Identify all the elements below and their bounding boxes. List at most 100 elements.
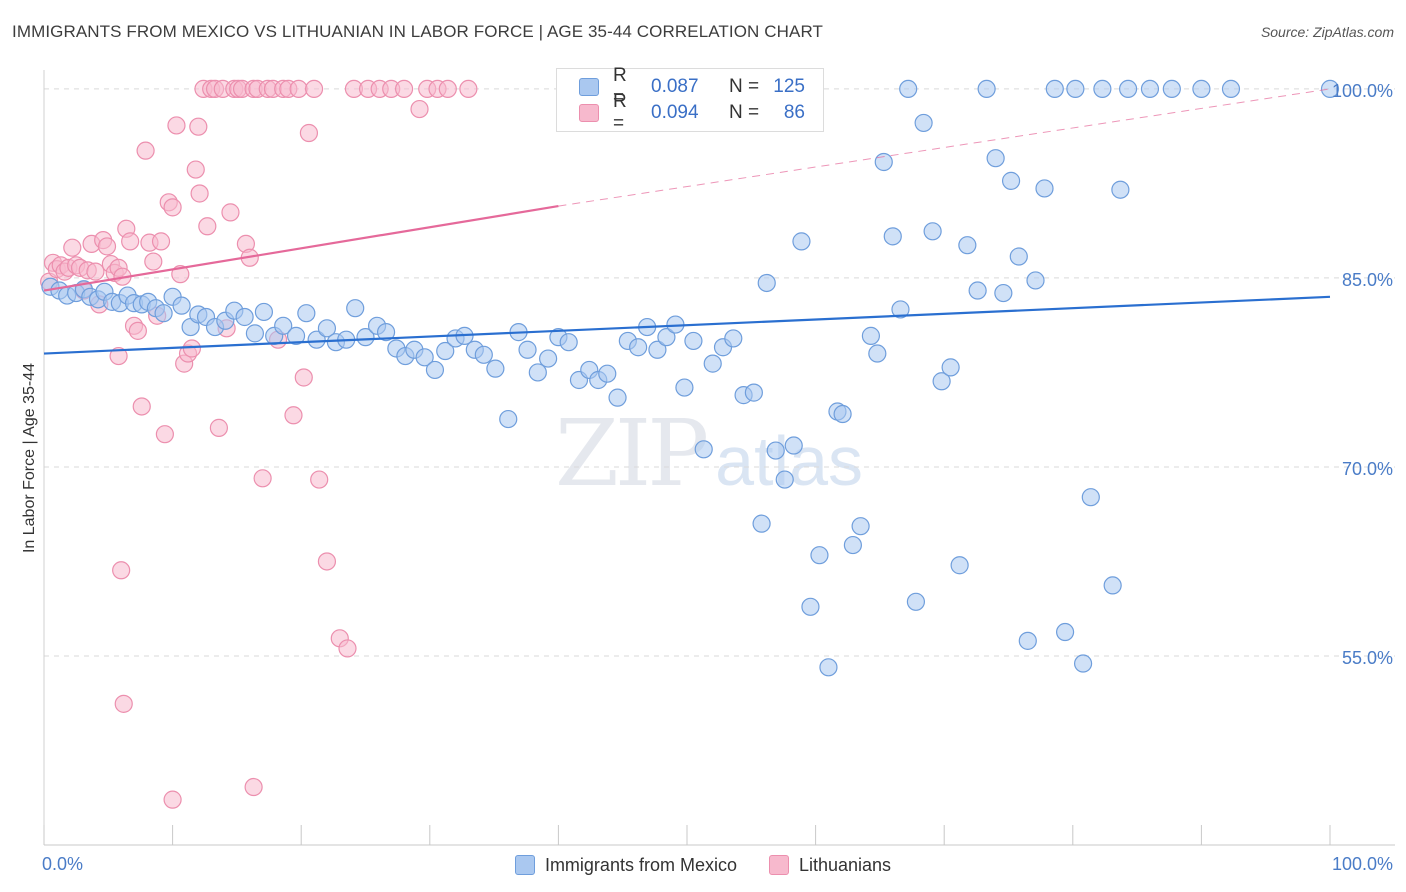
mexico-point <box>474 345 493 364</box>
mexico-point <box>1093 79 1112 99</box>
mexico-point <box>1118 79 1138 99</box>
mexico-point <box>906 592 926 611</box>
series-legend: Immigrants from Mexico Lithuanians <box>0 852 1406 878</box>
mexico-point <box>801 597 820 616</box>
mexico-point <box>1018 631 1037 650</box>
mexico-point <box>950 556 969 575</box>
legend-swatch-pink <box>768 855 789 875</box>
mexico-point <box>958 236 977 255</box>
mexico-point <box>703 354 722 373</box>
mexico-point <box>436 341 455 361</box>
mexico-point <box>923 222 942 241</box>
lithuanian-point <box>86 262 105 281</box>
mexico-point <box>608 388 627 407</box>
mexico-point <box>883 227 902 246</box>
mexico-point <box>1045 79 1064 99</box>
mexico-point <box>254 302 274 322</box>
mexico-point <box>914 113 933 133</box>
mexico-point <box>307 330 326 349</box>
lithuanian-point <box>109 346 128 366</box>
lithuanian-point <box>128 321 147 340</box>
lithuanian-point <box>198 217 217 236</box>
mexico-point <box>1162 79 1181 99</box>
stats-legend: R = 0.087 N = 125 R = 0.094 N = 86 <box>556 65 824 134</box>
mexico-point <box>1066 79 1085 99</box>
lithuanian-point <box>163 790 182 809</box>
legend-swatch-blue <box>579 78 599 96</box>
mexico-point <box>1140 79 1160 99</box>
legend-n-label: N = <box>729 102 760 123</box>
x-tick-label-max: 100.0% <box>1332 854 1393 874</box>
mexico-point <box>724 329 743 348</box>
mexico-points <box>41 79 1340 677</box>
mexico-point <box>376 323 396 342</box>
mexico-point <box>425 360 445 380</box>
mexico-point <box>899 79 918 99</box>
source-attribution: Source: ZipAtlas.com <box>1260 24 1394 40</box>
mexico-point <box>235 307 254 327</box>
lithuanian-point <box>317 552 337 571</box>
mexico-point <box>861 326 880 345</box>
lithuanian-point <box>114 694 133 713</box>
mexico-point <box>356 328 375 347</box>
mexico-point <box>684 331 703 351</box>
lithuanian-point <box>63 238 82 257</box>
tick-labels: 55.0% 70.0% 85.0% 100.0% 0.0% 100.0% <box>42 81 1393 874</box>
mexico-point <box>486 359 505 378</box>
mexico-point <box>286 326 306 345</box>
mexico-point <box>629 338 648 357</box>
lithuanian-point <box>121 232 140 251</box>
legend-r-label: R = <box>613 91 627 134</box>
lithuanian-point <box>459 79 478 99</box>
mexico-point <box>518 340 537 359</box>
mexico-point <box>766 441 785 460</box>
trend-line-mexico <box>43 295 1331 355</box>
mexico-point <box>874 152 893 172</box>
mexico-point <box>317 319 337 338</box>
mexico-point <box>694 440 713 459</box>
mexico-point <box>851 517 870 536</box>
lithuanian-point <box>410 99 429 119</box>
lithuanian-point <box>304 79 324 99</box>
legend-r-label: R = <box>613 65 627 108</box>
mexico-point <box>1221 79 1241 99</box>
lithuanian-point <box>310 470 329 489</box>
mexico-point <box>1192 79 1211 99</box>
mexico-point <box>891 300 910 319</box>
legend-swatch-pink <box>579 104 599 122</box>
mexico-point <box>792 232 811 251</box>
mexico-point <box>274 316 293 335</box>
legend-r-value: 0.087 <box>651 76 699 97</box>
lithuanian-point <box>284 406 303 425</box>
mexico-point <box>648 340 667 359</box>
lithuanian-point <box>144 252 163 271</box>
lithuanian-point <box>186 160 205 179</box>
y-tick-label: 55.0% <box>1342 648 1393 668</box>
mexico-point <box>784 436 803 455</box>
mexico-point <box>819 658 838 677</box>
lithuanian-point <box>182 339 201 358</box>
mexico-point <box>539 349 558 368</box>
legend-item-mexico[interactable]: Immigrants from Mexico <box>514 855 737 876</box>
axes <box>43 70 1395 846</box>
lithuanian-point <box>244 777 263 797</box>
legend-item-lithuanians[interactable]: Lithuanians <box>768 855 891 876</box>
mexico-point <box>1111 180 1130 199</box>
lithuanian-point <box>338 639 357 658</box>
mexico-point <box>1009 247 1028 266</box>
x-tick-label-min: 0.0% <box>42 854 83 874</box>
lithuanian-point <box>289 79 308 99</box>
legend-r-value: 0.094 <box>651 102 699 123</box>
y-axis-label: In Labor Force | Age 35-44 <box>21 362 38 554</box>
lithuanians-points <box>40 79 478 809</box>
mexico-point <box>154 304 173 323</box>
mexico-point <box>968 281 987 300</box>
mexico-point <box>675 378 694 397</box>
lithuanian-point <box>299 123 319 143</box>
lithuanian-point <box>189 117 208 136</box>
lithuanian-point <box>190 184 209 203</box>
lithuanian-point <box>438 79 457 99</box>
lithuanian-point <box>209 418 228 437</box>
mexico-point <box>1320 79 1340 99</box>
y-tick-label: 70.0% <box>1342 459 1393 479</box>
